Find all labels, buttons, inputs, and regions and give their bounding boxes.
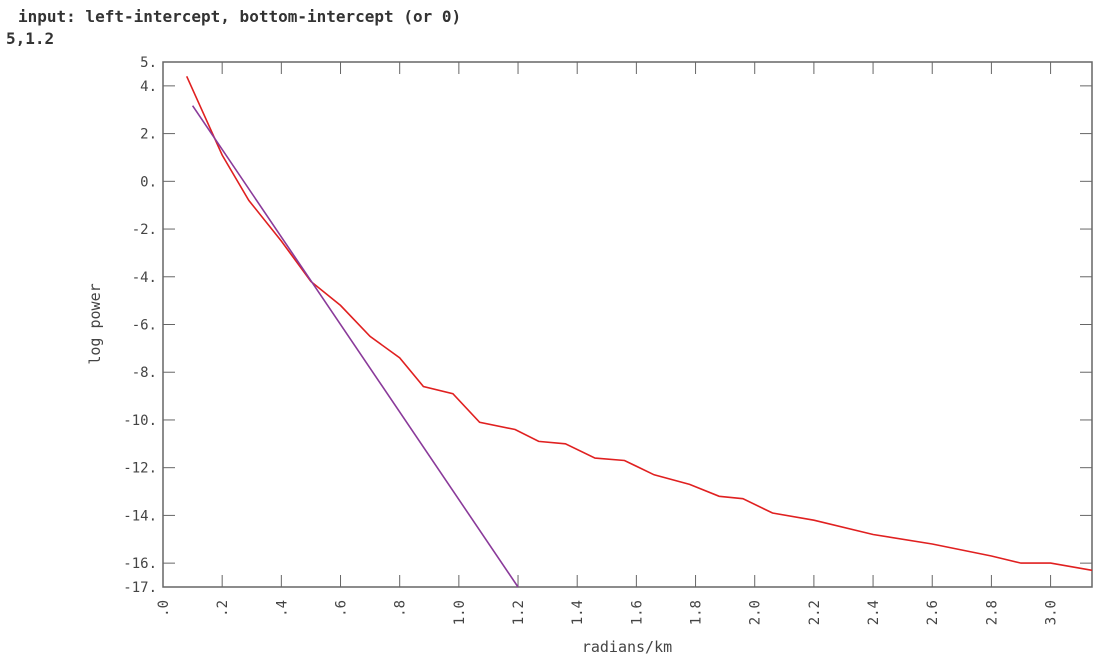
x-tick-label: 2.2 <box>807 600 823 625</box>
y-tick-label: -16. <box>123 556 157 572</box>
y-tick-label: 5. <box>140 55 157 71</box>
x-tick-label: .0 <box>156 600 172 617</box>
y-tick-label: -8. <box>132 365 157 381</box>
x-tick-label: 1.4 <box>570 600 586 625</box>
x-tick-label: .4 <box>274 600 290 617</box>
x-tick-label: .2 <box>215 600 231 617</box>
x-tick-label: .8 <box>393 600 409 617</box>
series-line <box>185 75 1093 572</box>
x-tick-label: 1.2 <box>511 600 527 625</box>
y-axis-label: log power <box>86 283 104 364</box>
y-tick-label: -2. <box>132 222 157 238</box>
x-tick-label: .6 <box>334 600 350 617</box>
x-tick-label: 1.8 <box>689 600 705 625</box>
x-tick-label: 2.8 <box>984 600 1000 625</box>
y-tick-label: 2. <box>140 127 157 143</box>
y-tick-label: -17. <box>123 580 157 596</box>
x-tick-label: 3.0 <box>1044 600 1060 625</box>
y-tick-label: -6. <box>132 318 157 334</box>
series-line <box>191 105 519 588</box>
input-echo: 5,1.2 <box>6 29 54 48</box>
x-tick-label: 2.4 <box>866 600 882 625</box>
y-tick-label: -4. <box>132 270 157 286</box>
y-tick-label: -12. <box>123 461 157 477</box>
x-tick-label: 2.6 <box>925 600 941 625</box>
plot-frame <box>162 61 1093 588</box>
prompt: input: left-intercept, bottom-intercept … <box>18 7 461 26</box>
x-axis-label: radians/km <box>582 638 672 656</box>
y-tick-label: 0. <box>140 174 157 190</box>
x-tick-label: 1.0 <box>452 600 468 625</box>
y-tick-label: -10. <box>123 413 157 429</box>
x-tick-label: 2.0 <box>748 600 764 625</box>
x-tick-label: 1.6 <box>629 600 645 625</box>
y-tick-label: -14. <box>123 508 157 524</box>
y-tick-label: 4. <box>140 79 157 95</box>
